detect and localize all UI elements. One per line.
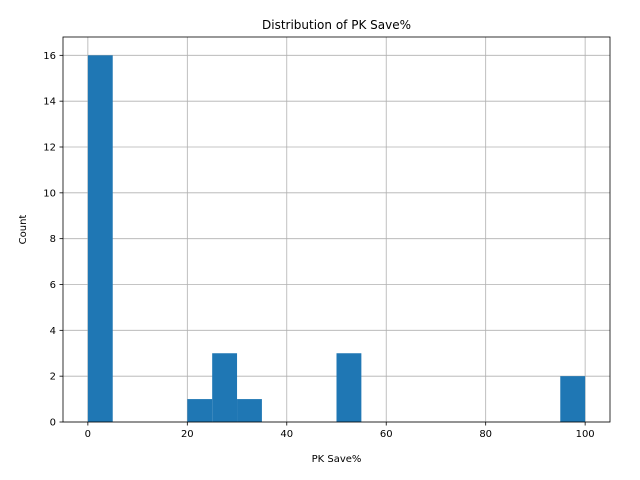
y-axis-label: Count [18, 215, 29, 245]
y-tick-label: 4 [50, 326, 56, 337]
y-tick-label: 0 [50, 418, 56, 429]
x-tick-label: 80 [479, 429, 492, 440]
y-tick-label: 12 [43, 143, 56, 154]
y-tick-label: 16 [43, 51, 56, 62]
x-axis-label: PK Save% [312, 454, 362, 465]
chart-title: Distribution of PK Save% [262, 18, 411, 32]
axis-ticks: 0 20 40 60 80 100 0 2 4 6 8 10 12 14 16 [43, 51, 594, 440]
x-tick-label: 0 [85, 429, 91, 440]
plot-frame [62, 36, 611, 423]
x-tick-label: 60 [380, 429, 393, 440]
y-tick-label: 6 [50, 280, 56, 291]
y-tick-label: 14 [43, 97, 56, 108]
histogram-bar [336, 353, 362, 422]
x-tick-label: 20 [181, 429, 194, 440]
histogram-bar [560, 376, 586, 422]
y-tick-label: 8 [50, 234, 56, 245]
histogram-bar [87, 55, 113, 422]
grid-lines [63, 37, 610, 423]
bars [87, 55, 586, 422]
y-tick-label: 2 [50, 372, 56, 383]
x-tick-label: 100 [576, 429, 595, 440]
x-tick-label: 40 [280, 429, 293, 440]
y-tick-label: 10 [43, 188, 56, 199]
histogram-bar [212, 353, 238, 422]
histogram-bar [187, 399, 213, 422]
histogram-bar [237, 399, 262, 422]
